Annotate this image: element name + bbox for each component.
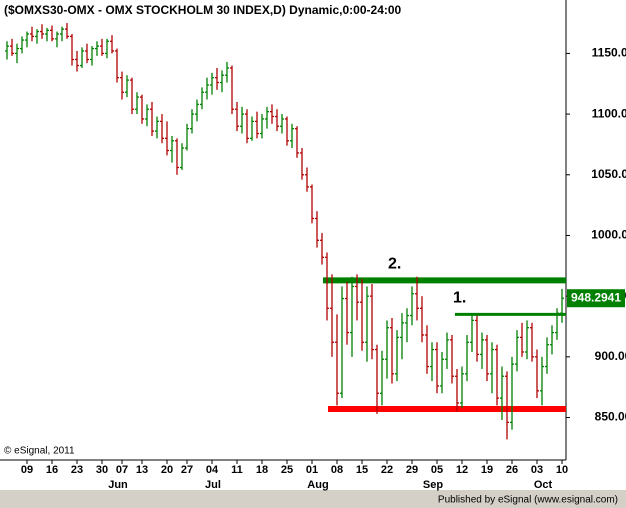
x-tick-label: 23 xyxy=(71,464,83,476)
level-label: 2. xyxy=(388,256,401,273)
chart-title: ($OMXS30-OMX - OMX STOCKHOLM 30 INDEX,D)… xyxy=(4,3,402,17)
x-tick-label: 16 xyxy=(46,464,58,476)
footer-bar xyxy=(0,490,626,508)
x-tick-label: 13 xyxy=(136,464,148,476)
y-tick-label: 1000.00 xyxy=(591,228,626,242)
x-tick-label: 26 xyxy=(506,464,518,476)
x-tick-label: 10 xyxy=(556,464,568,476)
month-label: Jun xyxy=(108,479,128,491)
x-tick-label: 11 xyxy=(231,464,243,476)
x-tick-label: 09 xyxy=(21,464,33,476)
x-tick-label: 04 xyxy=(206,464,219,476)
month-label: Aug xyxy=(307,479,328,491)
month-label: Sep xyxy=(423,479,443,491)
x-tick-label: 01 xyxy=(306,464,318,476)
x-tick-label: 30 xyxy=(96,464,108,476)
x-tick-label: 07 xyxy=(116,464,128,476)
y-tick-label: 1100.00 xyxy=(592,106,626,120)
y-tick-label: 850.00 xyxy=(595,410,626,424)
x-tick-label: 12 xyxy=(456,464,468,476)
y-tick-label: 900.00 xyxy=(595,349,626,363)
publisher: Published by eSignal (www.esignal.com) xyxy=(438,495,618,506)
y-tick-label: 1150.00 xyxy=(592,46,626,60)
x-tick-label: 29 xyxy=(406,464,418,476)
month-label: Jul xyxy=(205,479,221,491)
x-tick-label: 20 xyxy=(161,464,173,476)
x-tick-label: 27 xyxy=(181,464,193,476)
x-tick-label: 25 xyxy=(281,464,293,476)
last-price-label: 948.2941 xyxy=(571,290,621,304)
last-price-box xyxy=(567,289,625,308)
x-tick-label: 15 xyxy=(356,464,368,476)
month-label: Oct xyxy=(534,479,553,491)
x-tick-label: 03 xyxy=(531,464,543,476)
level-label: 1. xyxy=(453,290,466,307)
copyright: © eSignal, 2011 xyxy=(4,446,75,457)
x-tick-label: 08 xyxy=(331,464,343,476)
x-tick-label: 19 xyxy=(481,464,493,476)
x-tick-label: 22 xyxy=(381,464,393,476)
y-tick-label: 1050.00 xyxy=(591,167,626,181)
x-tick-label: 05 xyxy=(431,464,443,476)
x-tick-label: 18 xyxy=(256,464,268,476)
